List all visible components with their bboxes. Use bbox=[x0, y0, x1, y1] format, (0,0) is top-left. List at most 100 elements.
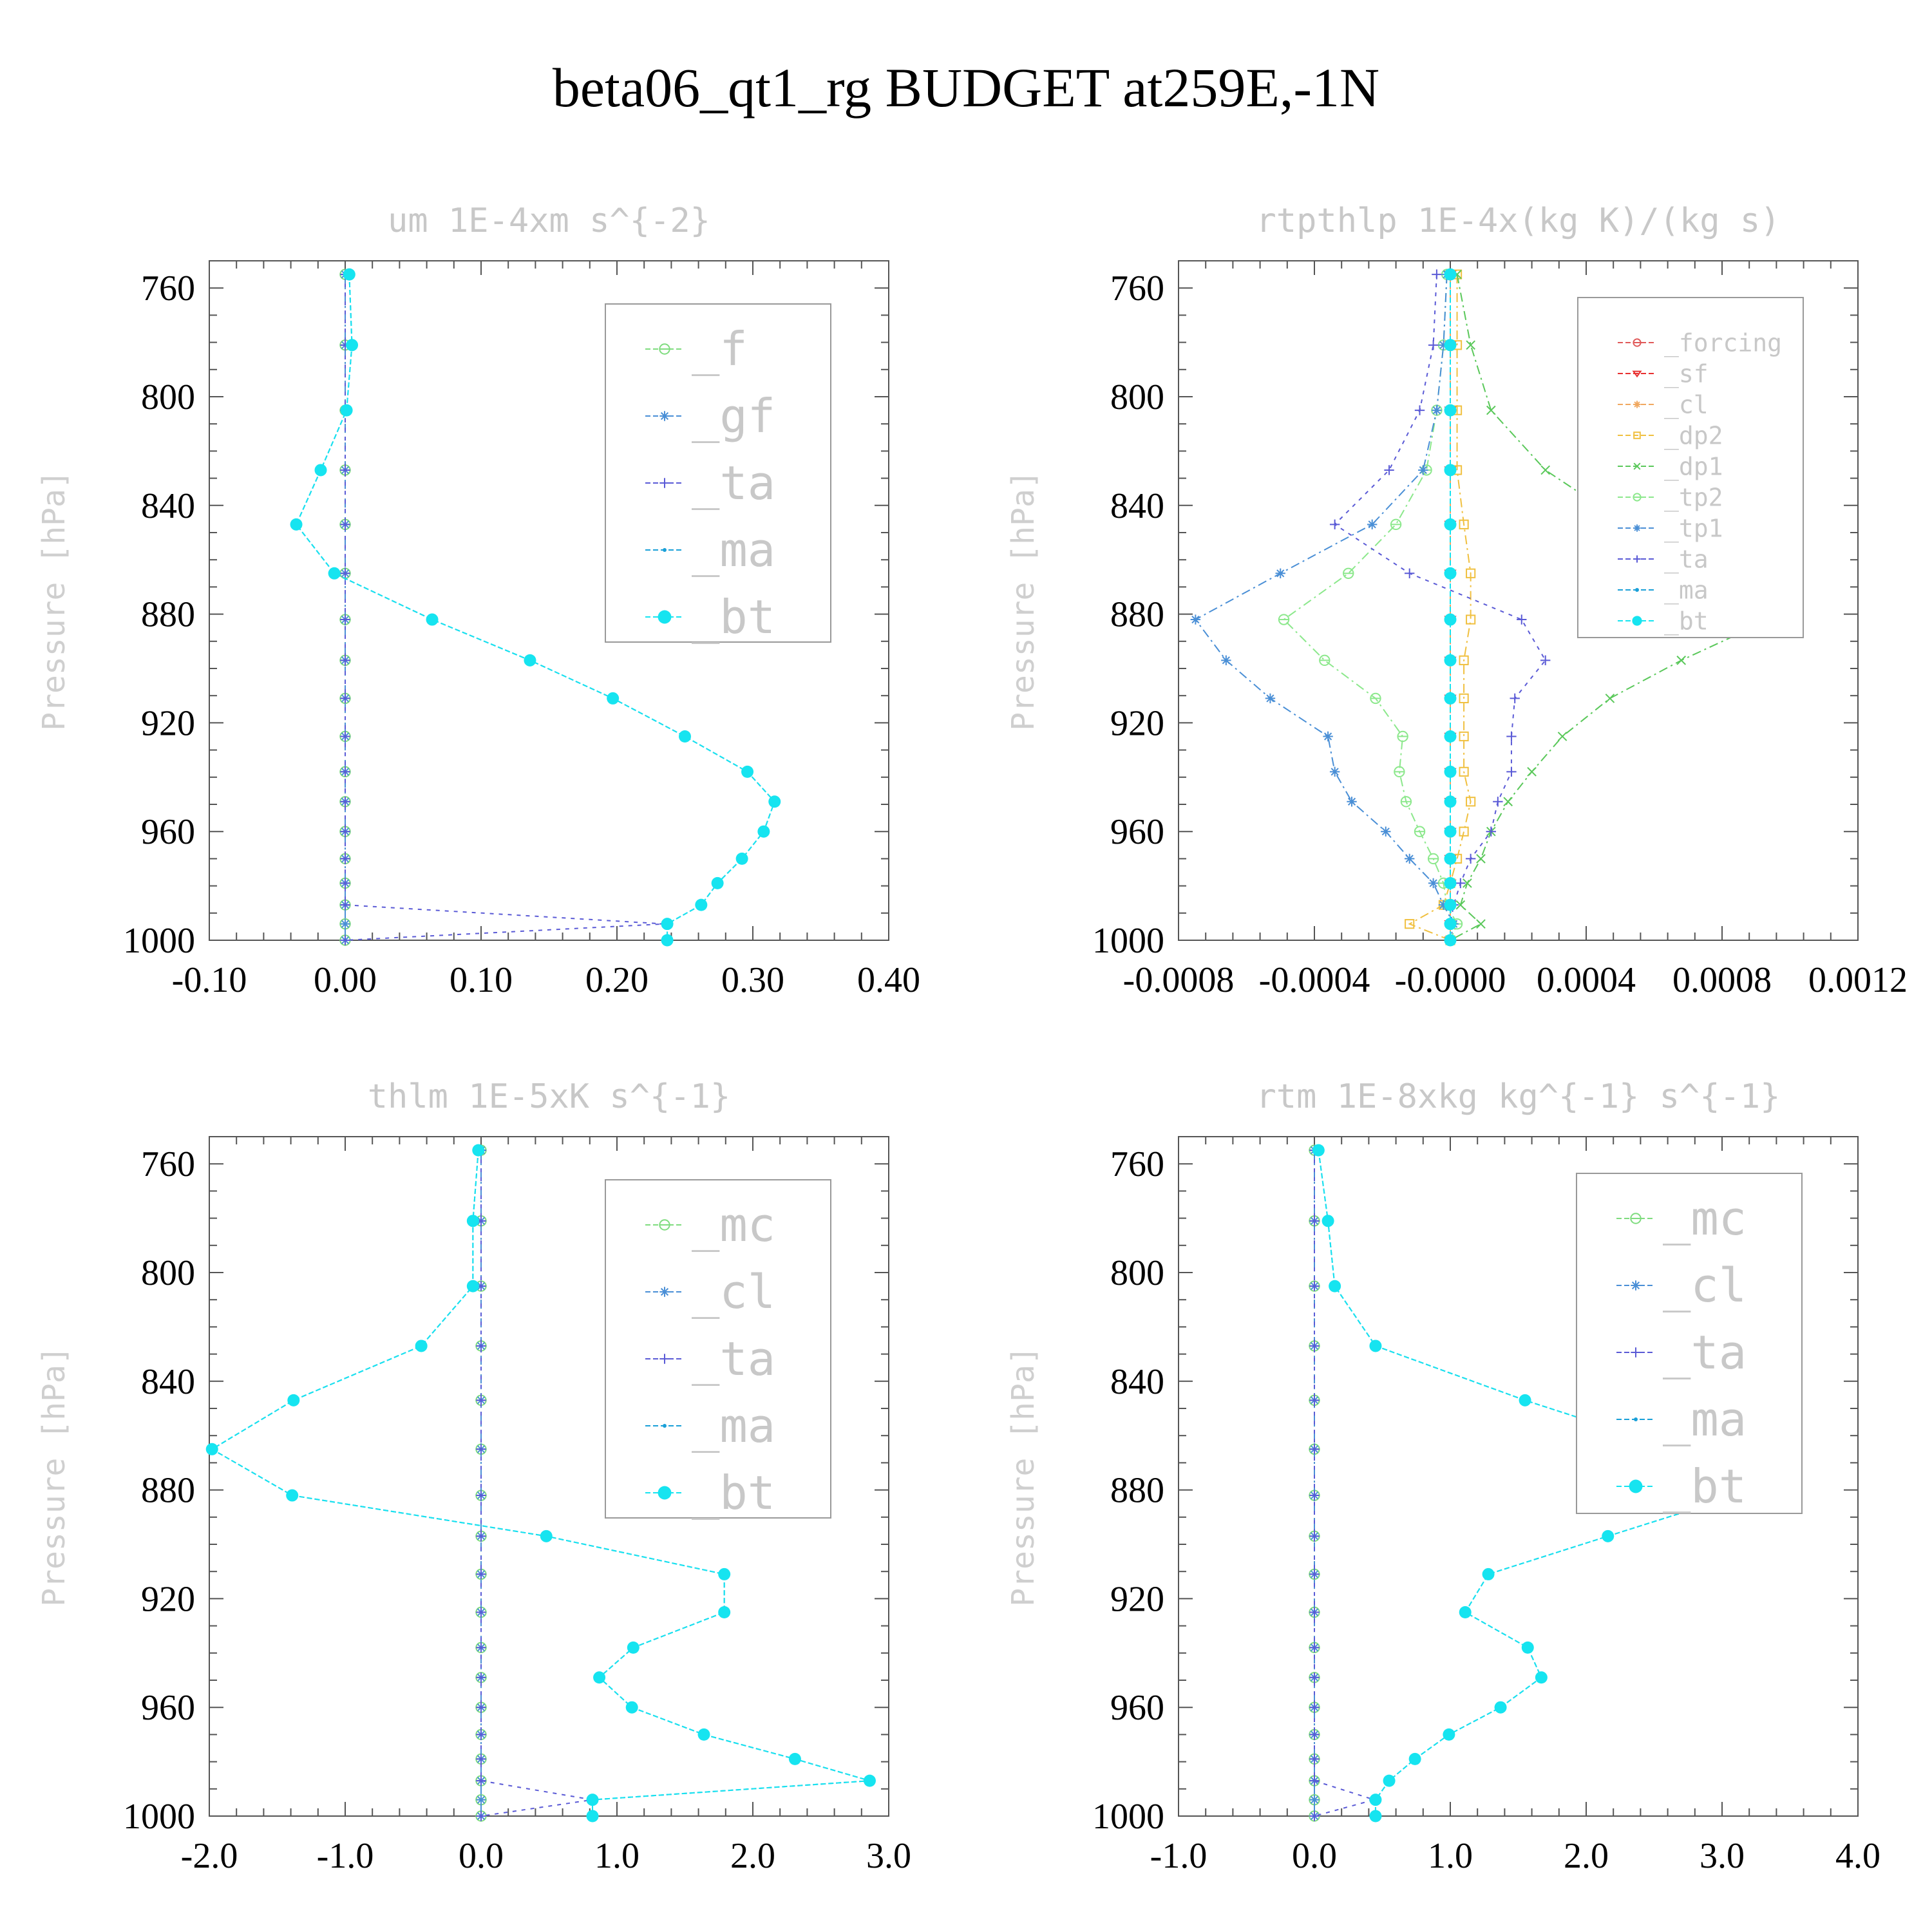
marker-bt bbox=[205, 1443, 218, 1455]
series-line bbox=[1282, 274, 1458, 941]
marker-plus bbox=[340, 766, 350, 777]
marker-bt bbox=[679, 730, 691, 743]
y-axis-label: Pressure [hPa] bbox=[1005, 1346, 1041, 1607]
series bbox=[1329, 269, 1551, 945]
marker-bt bbox=[658, 610, 672, 624]
legend-label: _tp2 bbox=[1664, 483, 1723, 512]
marker-plus bbox=[340, 853, 350, 864]
marker-plus bbox=[340, 826, 350, 837]
x-tick-label: 4.0 bbox=[1835, 1836, 1880, 1876]
marker-bt bbox=[711, 876, 724, 889]
plot-frame bbox=[209, 1136, 889, 1817]
marker-plus bbox=[1309, 1341, 1320, 1351]
y-tick-label: 1000 bbox=[123, 1797, 195, 1837]
x-tick-label: -1.0 bbox=[1150, 1836, 1208, 1876]
marker-asterisk bbox=[1329, 766, 1340, 777]
marker-bt bbox=[290, 518, 303, 531]
marker-bt bbox=[741, 765, 754, 778]
y-tick-label: 800 bbox=[141, 1253, 195, 1293]
marker-bt bbox=[346, 339, 359, 352]
marker-bt bbox=[426, 613, 439, 626]
marker-plus bbox=[1309, 1754, 1320, 1765]
marker-bt bbox=[1444, 765, 1457, 778]
y-tick-label: 880 bbox=[1110, 1471, 1164, 1511]
legend-label: _gf bbox=[692, 389, 775, 443]
chart-panel: um 1E-4xm s^{-2} Pressure [hPa] 760 800 840 8… bbox=[36, 202, 920, 1000]
marker-square bbox=[1466, 614, 1476, 625]
marker-plus bbox=[340, 519, 350, 530]
marker-bt bbox=[1444, 567, 1457, 580]
legend: _forcing_sf_cl_dp2_dp1_tp2_tp1_ta_ma_bt bbox=[1577, 297, 1804, 638]
figure-title: beta06_qt1_rg BUDGET at259E,-1N bbox=[553, 57, 1379, 118]
marker-asterisk bbox=[1265, 693, 1276, 704]
marker-bt bbox=[863, 1774, 876, 1787]
legend-box bbox=[1576, 1173, 1803, 1514]
marker-asterisk bbox=[1428, 878, 1439, 889]
legend-label: _bt bbox=[1663, 1459, 1747, 1513]
marker-bt bbox=[768, 795, 781, 808]
legend-label: _dp2 bbox=[1664, 421, 1723, 450]
marker-bt bbox=[1444, 852, 1457, 865]
plot-frame bbox=[1178, 1136, 1859, 1817]
marker-asterisk bbox=[1633, 524, 1641, 532]
legend-box bbox=[605, 1179, 831, 1519]
y-tick-label: 1000 bbox=[1092, 1797, 1164, 1837]
y-tick-label: 760 bbox=[1110, 269, 1164, 308]
y-tick-label: 840 bbox=[1110, 486, 1164, 526]
marker-plus bbox=[476, 1642, 486, 1653]
marker-x bbox=[1503, 797, 1513, 807]
marker-plus bbox=[476, 1702, 486, 1712]
marker-bt bbox=[788, 1752, 801, 1765]
marker-x bbox=[1605, 694, 1615, 703]
marker-x bbox=[1476, 919, 1486, 929]
panel-title: rtpthlp 1E-4x(kg K)/(kg s) bbox=[1256, 202, 1781, 240]
marker-bt bbox=[472, 1144, 485, 1157]
legend: _f _gf _ta _ma _bt bbox=[605, 303, 831, 644]
marker-bt bbox=[1444, 339, 1457, 352]
y-axis-label: Pressure [hPa] bbox=[36, 1346, 72, 1607]
marker-bt bbox=[1383, 1774, 1396, 1787]
marker-asterisk bbox=[659, 411, 670, 421]
marker-bt bbox=[1369, 1810, 1382, 1823]
marker-bt bbox=[661, 918, 674, 931]
marker-bt bbox=[661, 934, 674, 947]
marker-asterisk bbox=[1438, 900, 1449, 910]
x-tick-label: 1.0 bbox=[1428, 1836, 1473, 1876]
marker-plus bbox=[1405, 568, 1415, 578]
marker-square bbox=[1466, 568, 1476, 578]
marker-x bbox=[1633, 462, 1641, 470]
marker-square bbox=[1633, 431, 1641, 439]
legend-label: _mc bbox=[692, 1198, 775, 1252]
legend-box bbox=[605, 303, 831, 643]
series-line bbox=[1194, 274, 1455, 941]
marker-x bbox=[1527, 767, 1537, 777]
marker-bt bbox=[757, 825, 770, 838]
y-tick-label: 920 bbox=[1110, 703, 1164, 743]
marker-plus bbox=[1309, 1776, 1320, 1786]
marker-ma bbox=[1635, 588, 1639, 592]
marker-square bbox=[1459, 693, 1469, 704]
marker-bt bbox=[1519, 1394, 1531, 1406]
marker-plus bbox=[476, 1729, 486, 1740]
chart-panel: thlm 1E-5xK s^{-1} Pressure [hPa] 760 800 84… bbox=[36, 1077, 911, 1876]
y-tick-label: 960 bbox=[1110, 812, 1164, 852]
legend-label: _bt bbox=[692, 590, 775, 644]
y-tick-label: 880 bbox=[1110, 595, 1164, 635]
legend-label: _mc bbox=[1663, 1191, 1747, 1245]
series bbox=[1444, 268, 1457, 947]
marker-asterisk bbox=[1221, 655, 1231, 666]
marker-bt bbox=[286, 1489, 299, 1502]
y-tick-label: 960 bbox=[141, 812, 195, 852]
marker-bt bbox=[466, 1280, 479, 1293]
marker-bt bbox=[1602, 1530, 1615, 1542]
x-tick-label: 3.0 bbox=[1700, 1836, 1745, 1876]
legend-label: _bt bbox=[692, 1466, 775, 1520]
marker-plus bbox=[476, 1811, 486, 1821]
marker-plus bbox=[1309, 1642, 1320, 1653]
panels: um 1E-4xm s^{-2} Pressure [hPa] 760 800 840 8… bbox=[36, 202, 1908, 1876]
marker-bt bbox=[1329, 1280, 1341, 1293]
marker-plus bbox=[340, 731, 350, 742]
legend: _mc _cl _ta _ma _bt bbox=[605, 1179, 831, 1520]
marker-x bbox=[1455, 900, 1466, 910]
